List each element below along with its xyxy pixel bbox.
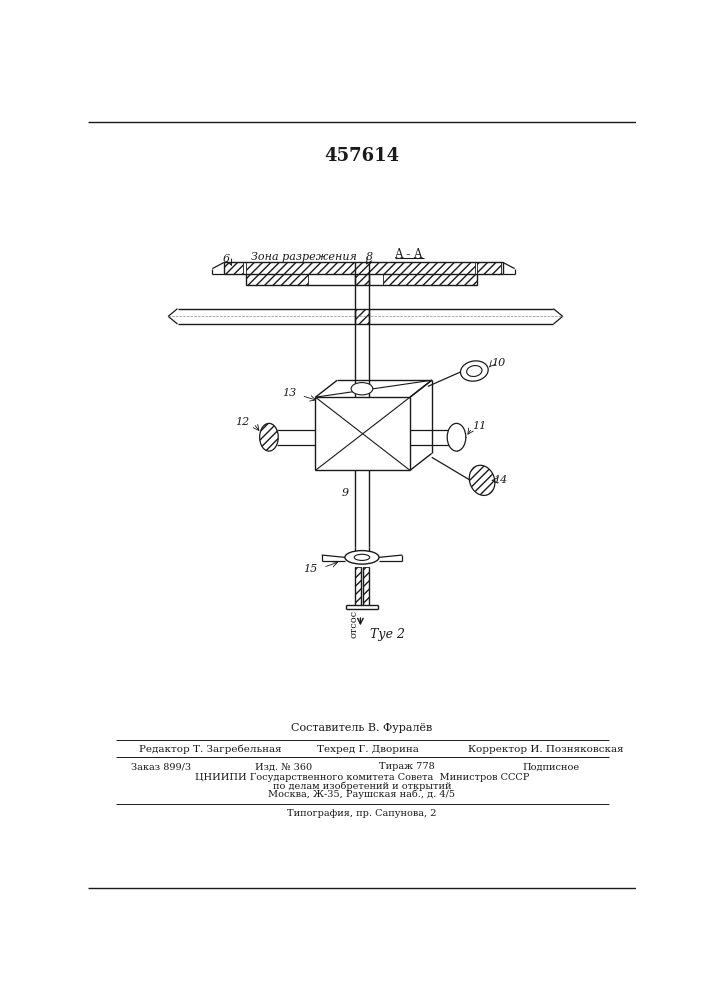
Bar	[247, 262, 475, 274]
Text: Изд. № 360: Изд. № 360	[255, 762, 312, 771]
Bar	[383, 274, 477, 285]
Ellipse shape	[259, 423, 279, 451]
Bar	[355, 567, 361, 605]
Text: отсос: отсос	[350, 610, 358, 638]
Ellipse shape	[469, 465, 495, 495]
Text: Зона разрежения: Зона разрежения	[251, 252, 357, 262]
Text: ЦНИИПИ Государственного комитета Совета  Министров СССР: ЦНИИПИ Государственного комитета Совета …	[194, 773, 529, 782]
Bar	[477, 262, 501, 274]
Text: 10: 10	[491, 358, 506, 368]
Text: Заказ 899/3: Заказ 899/3	[131, 762, 191, 771]
Ellipse shape	[467, 366, 482, 376]
Text: Тираж 778: Тираж 778	[379, 762, 435, 771]
Text: Редактор Т. Загребельная: Редактор Т. Загребельная	[139, 744, 281, 754]
Ellipse shape	[460, 361, 488, 381]
Bar	[355, 274, 369, 285]
Ellipse shape	[354, 554, 370, 560]
Text: 15: 15	[303, 564, 317, 574]
Text: 13: 13	[282, 388, 296, 398]
Text: 457614: 457614	[325, 147, 399, 165]
Bar	[224, 262, 243, 274]
Text: 6: 6	[223, 254, 230, 264]
Ellipse shape	[345, 551, 379, 564]
Text: Корректор И. Позняковская: Корректор И. Позняковская	[468, 745, 624, 754]
Text: Подписное: Подписное	[522, 762, 580, 771]
Text: Техред Г. Дворина: Техред Г. Дворина	[317, 745, 419, 754]
Ellipse shape	[351, 383, 373, 395]
Text: 14: 14	[493, 475, 508, 485]
Text: 9: 9	[341, 488, 349, 498]
Text: Τуе 2: Τуе 2	[370, 628, 404, 641]
Bar	[355, 309, 369, 324]
Text: 11: 11	[472, 421, 486, 431]
Text: A - A: A - A	[395, 248, 423, 261]
Ellipse shape	[448, 423, 466, 451]
Bar	[363, 567, 369, 605]
Text: Составитель В. Фуралёв: Составитель В. Фуралёв	[291, 723, 433, 733]
Text: по делам изобретений и открытий: по делам изобретений и открытий	[273, 781, 451, 791]
Text: 12: 12	[235, 417, 250, 427]
Text: Типография, пр. Сапунова, 2: Типография, пр. Сапунова, 2	[287, 808, 437, 818]
Bar	[247, 274, 308, 285]
Text: 8: 8	[366, 252, 373, 262]
Text: Москва, Ж-35, Раушская наб., д. 4/5: Москва, Ж-35, Раушская наб., д. 4/5	[269, 790, 455, 799]
